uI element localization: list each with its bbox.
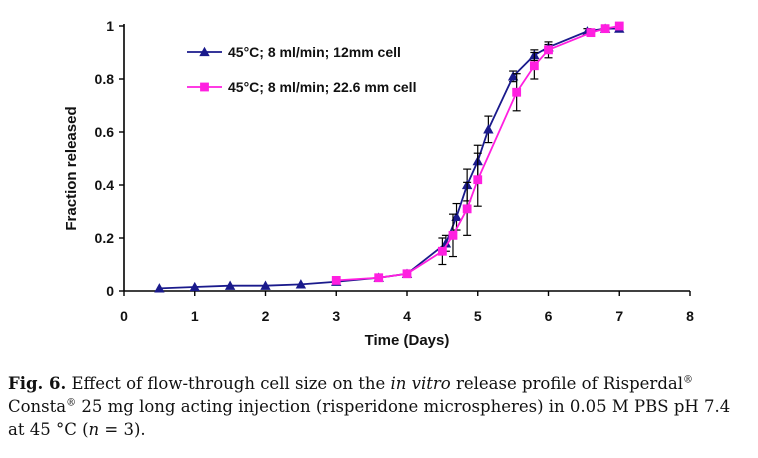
x-tick-label: 7 [615, 308, 623, 324]
data-point [529, 61, 539, 71]
x-tick-label: 8 [686, 308, 694, 324]
caption-text-a: Effect of flow-through cell size on the [66, 374, 391, 393]
x-axis-ticks: 0 1 2 3 4 5 6 7 8 [120, 291, 694, 324]
x-tick-label: 0 [120, 308, 128, 324]
x-tick-label: 1 [191, 308, 199, 324]
y-tick-label: 0.4 [95, 177, 115, 193]
data-point [331, 276, 341, 285]
series-layer [154, 21, 625, 293]
y-axis-ticks: 0 0.2 0.4 0.6 0.8 1 [95, 18, 124, 299]
data-point [473, 175, 483, 185]
data-point [189, 281, 200, 292]
data-point [462, 204, 472, 214]
data-point [260, 280, 271, 290]
registered-mark-2: ® [66, 397, 77, 409]
data-point [295, 279, 307, 289]
n-symbol: n [88, 420, 100, 439]
figure-label: Fig. 6. [8, 374, 67, 393]
figure-caption: Fig. 6. Effect of flow-through cell size… [8, 372, 750, 441]
legend: 45°C; 8 ml/min; 12mm cell 45°C; 8 ml/min;… [187, 44, 416, 95]
caption-text-c: Consta [8, 397, 67, 416]
x-tick-label: 3 [332, 308, 340, 324]
data-point [451, 211, 462, 221]
x-tick-label: 2 [262, 308, 270, 324]
y-tick-label: 0.2 [95, 230, 115, 246]
x-axis-label: Time (Days) [365, 332, 450, 349]
data-point [483, 124, 494, 134]
legend-label: 45°C; 8 ml/min; 22.6 mm cell [228, 79, 416, 95]
legend-item: 45°C; 8 ml/min; 22.6 mm cell [187, 79, 416, 95]
x-tick-label: 6 [545, 308, 553, 324]
data-point [600, 24, 610, 34]
y-axis-label: Fraction released [63, 106, 80, 230]
legend-marker [200, 82, 209, 92]
legend-item: 45°C; 8 ml/min; 12mm cell [187, 44, 401, 60]
series-12mm [154, 23, 625, 293]
data-point [507, 71, 519, 81]
data-point [614, 21, 624, 31]
caption-italic: in vitro [390, 374, 451, 393]
data-point [154, 283, 165, 293]
legend-label: 45°C; 8 ml/min; 12mm cell [228, 44, 401, 60]
axes [123, 24, 690, 292]
data-point [544, 45, 553, 55]
series-line [159, 27, 620, 290]
data-point [586, 28, 596, 38]
data-point [440, 238, 452, 248]
y-tick-label: 0.6 [95, 124, 115, 140]
legend-marker [199, 46, 210, 57]
data-point [374, 273, 384, 283]
x-tick-label: 5 [474, 308, 482, 324]
caption-text-e: = 3). [99, 420, 146, 439]
y-tick-label: 1 [106, 18, 114, 34]
x-tick-label: 4 [403, 308, 411, 324]
data-point [402, 269, 412, 279]
data-point [437, 246, 447, 256]
series-22-6mm [331, 21, 624, 285]
caption-text-b: release profile of Risperdal [450, 374, 683, 393]
y-tick-label: 0.8 [95, 71, 115, 87]
data-point [512, 87, 522, 97]
registered-mark-1: ® [683, 374, 693, 386]
data-point [448, 230, 458, 240]
y-tick-label: 0 [106, 283, 114, 299]
caption-text-d: 25 mg long acting injection (risperidone… [8, 397, 731, 439]
data-point [224, 280, 236, 290]
release-profile-chart: 0 1 2 3 4 5 6 7 8 0 0.2 0.4 0.6 0.8 1 Time (Days) Fra… [63, 18, 694, 349]
